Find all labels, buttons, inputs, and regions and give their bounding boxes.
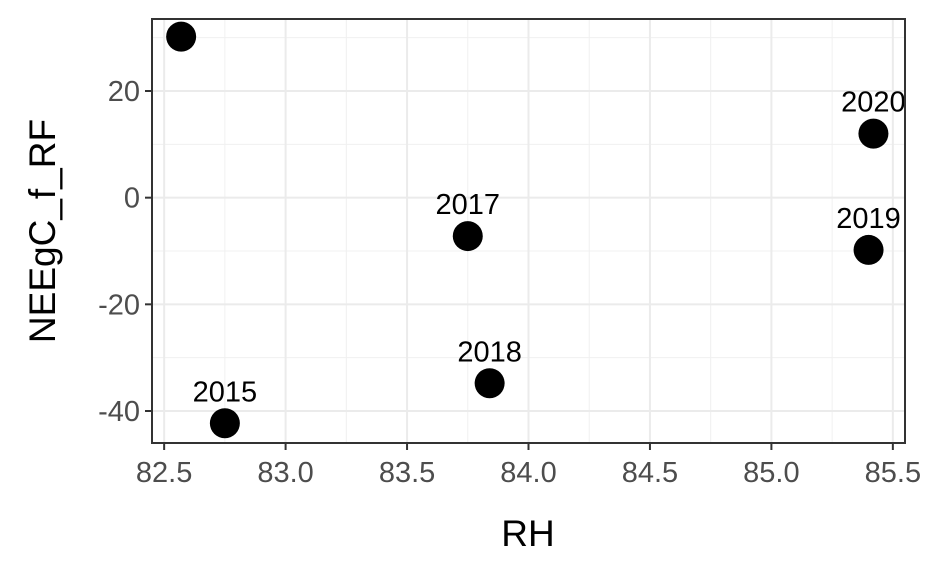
point-label: 2017: [436, 189, 501, 221]
y-tick-label: 0: [124, 183, 140, 215]
x-axis-title: RH: [501, 513, 554, 554]
y-axis-ticks: -40 -20 0 20: [98, 76, 152, 428]
y-tick-label: -20: [98, 289, 140, 321]
point-label: 2019: [836, 203, 901, 235]
y-axis-title: NEEgC_f_RF: [22, 119, 63, 343]
data-point: [452, 221, 483, 252]
data-point: [858, 118, 889, 149]
data-points: [166, 21, 889, 439]
point-labels: 2015 2017 2018 2019 2020: [193, 87, 906, 409]
y-tick-label: -40: [98, 396, 140, 428]
point-label: 2018: [457, 336, 522, 368]
y-tick-label: 20: [108, 76, 140, 108]
data-point: [166, 21, 197, 52]
data-point: [209, 408, 240, 439]
x-tick-label: 85.0: [743, 457, 799, 489]
x-axis-ticks: 82.5 83.0 83.5 84.0 84.5 85.0 85.5: [136, 443, 921, 489]
point-label: 2020: [841, 87, 906, 119]
x-tick-label: 83.5: [379, 457, 435, 489]
point-label: 2015: [193, 376, 258, 408]
major-gridlines: [152, 19, 905, 443]
x-tick-label: 83.0: [257, 457, 313, 489]
data-point: [474, 368, 505, 399]
x-tick-label: 84.0: [500, 457, 556, 489]
x-tick-label: 85.5: [865, 457, 921, 489]
x-tick-label: 84.5: [622, 457, 678, 489]
data-point: [853, 234, 884, 265]
x-tick-label: 82.5: [136, 457, 192, 489]
